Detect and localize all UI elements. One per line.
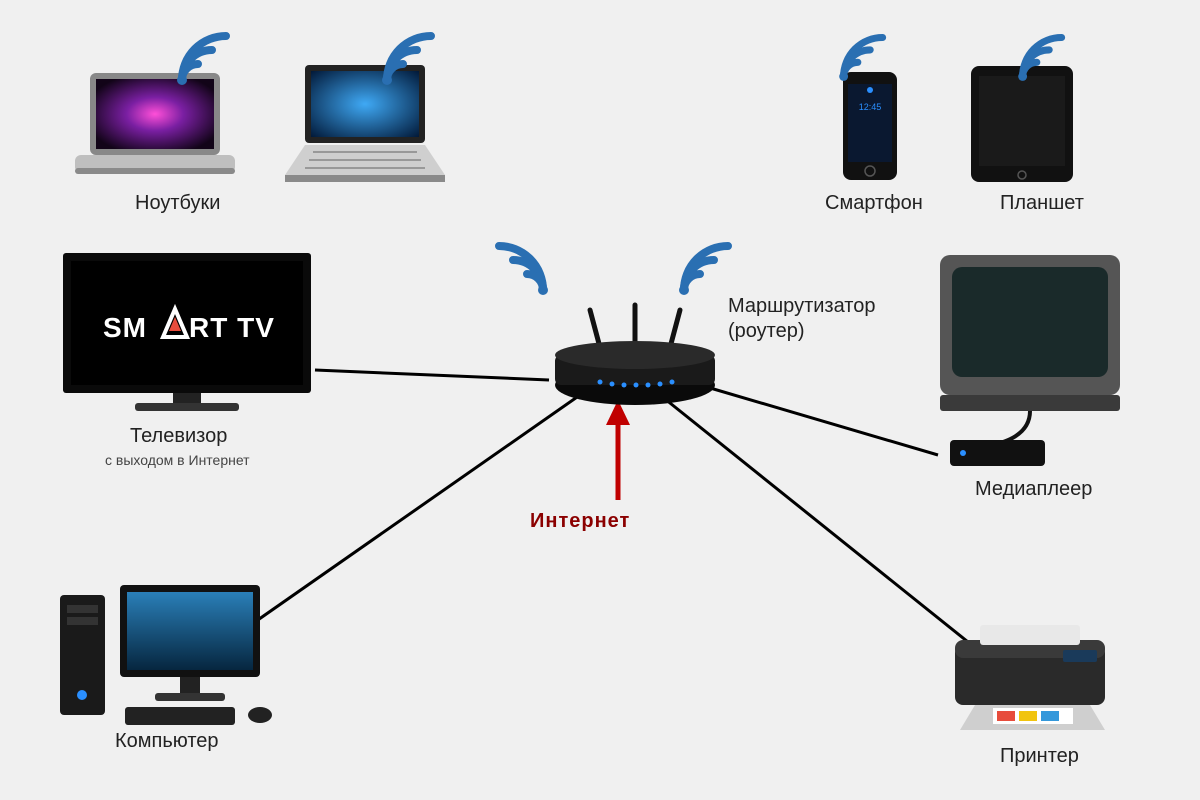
mediaplayer-label: Медиаплеер	[975, 478, 1092, 501]
computer-label: Компьютер	[115, 730, 219, 753]
tv-sublabel: с выходом в Интернет	[105, 452, 250, 468]
router-label-2: (роутер)	[728, 320, 805, 343]
computer-icon	[55, 575, 285, 735]
svg-text:RT TV: RT TV	[189, 312, 275, 343]
wifi-icon	[672, 238, 742, 298]
smartphone-label: Смартфон	[825, 192, 923, 215]
printer-label: Принтер	[1000, 745, 1079, 768]
wifi-icon	[170, 28, 240, 88]
mediaplayer-icon	[920, 245, 1150, 475]
network-diagram: 12:45 SM RT TV	[0, 0, 1200, 800]
wifi-icon	[1012, 30, 1074, 84]
svg-text:12:45: 12:45	[859, 102, 882, 112]
wifi-icon	[375, 28, 445, 88]
wifi-icon	[485, 238, 555, 298]
tv-label: Телевизор	[130, 425, 227, 448]
smarttv-icon: SM RT TV	[55, 245, 320, 425]
printer-icon	[945, 620, 1120, 745]
router-icon	[540, 300, 730, 415]
smartphone-icon: 12:45	[835, 70, 905, 190]
tablet-label: Планшет	[1000, 192, 1084, 215]
svg-text:SM: SM	[103, 312, 147, 343]
router-label-1: Маршрутизатор	[728, 295, 875, 318]
laptops-label: Ноутбуки	[135, 192, 220, 215]
wifi-icon	[833, 30, 895, 84]
internet-label: Интернет	[530, 510, 630, 533]
